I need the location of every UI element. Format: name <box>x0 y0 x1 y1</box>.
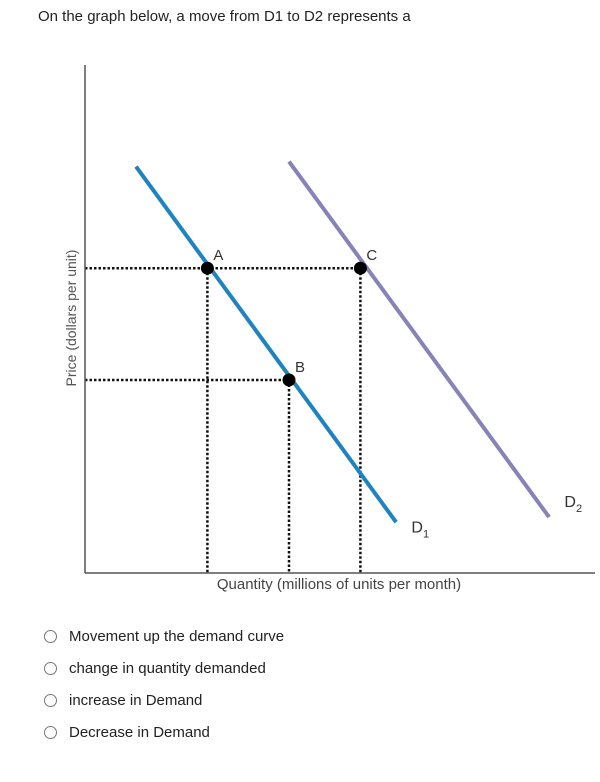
axes <box>84 65 595 574</box>
point-label-c: C <box>366 247 377 264</box>
option-label: Decrease in Demand <box>69 723 210 741</box>
option-label: Movement up the demand curve <box>69 627 285 645</box>
radio-button[interactable] <box>44 661 57 675</box>
curve-label-d1: D1 <box>411 519 429 540</box>
curve-d2 <box>287 160 551 519</box>
radio-button[interactable] <box>44 725 57 739</box>
demand-shift-chart: Quantity (millions of units per month) P… <box>63 65 595 593</box>
option-movement-up[interactable]: Movement up the demand curve <box>44 620 284 652</box>
curve-d1 <box>134 165 398 524</box>
answer-options: Movement up the demand curve change in q… <box>44 620 284 748</box>
demand-curves <box>134 160 551 524</box>
option-decrease-in-demand[interactable]: Decrease in Demand <box>44 716 284 748</box>
guide-lines <box>85 266 362 573</box>
curve-label-d2: D2 <box>564 494 582 515</box>
option-change-in-quantity[interactable]: change in quantity demanded <box>44 652 284 684</box>
radio-button[interactable] <box>44 629 57 643</box>
radio-button[interactable] <box>44 693 57 707</box>
option-label: change in quantity demanded <box>69 659 266 677</box>
point-c <box>353 261 367 275</box>
point-label-a: A <box>213 247 223 264</box>
y-axis-label: Price (dollars per unit) <box>63 250 79 387</box>
question-text: On the graph below, a move from D1 to D2… <box>38 8 411 25</box>
x-axis-label: Quantity (millions of units per month) <box>217 576 461 593</box>
option-label: increase in Demand <box>69 691 203 709</box>
point-label-b: B <box>295 359 305 376</box>
option-increase-in-demand[interactable]: increase in Demand <box>44 684 284 716</box>
point-a <box>200 261 214 275</box>
chart-labels: Quantity (millions of units per month) P… <box>63 247 582 593</box>
point-b <box>282 373 296 387</box>
equilibrium-points <box>200 261 367 387</box>
